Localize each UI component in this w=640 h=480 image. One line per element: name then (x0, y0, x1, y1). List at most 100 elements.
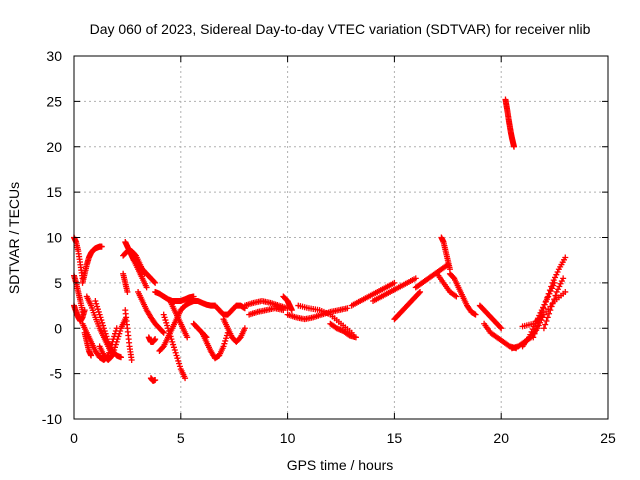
data-point (562, 288, 569, 295)
data-point (100, 325, 107, 332)
data-point (164, 325, 171, 332)
x-tick-labels: 0 5 10 15 20 25 (70, 430, 616, 446)
y-tick-label: -5 (50, 366, 63, 382)
data-point (534, 323, 541, 330)
data-point (171, 347, 178, 354)
data-point (108, 353, 115, 360)
data-point (100, 322, 107, 329)
data-marks (71, 96, 569, 384)
data-point (527, 331, 534, 338)
data-point (161, 314, 168, 321)
series-track-10b (284, 305, 351, 323)
data-point (288, 307, 295, 314)
data-point (511, 143, 518, 150)
series-track-14a (370, 275, 419, 305)
data-point (391, 279, 398, 286)
data-point (497, 324, 504, 331)
data-point (176, 363, 183, 370)
data-point (88, 352, 95, 359)
data-point (164, 322, 171, 329)
data-point (93, 300, 100, 307)
series-track-22c (519, 288, 569, 330)
series-track-3b (145, 334, 159, 345)
data-point (151, 278, 158, 285)
data-point (165, 327, 172, 334)
data-point (554, 268, 561, 275)
x-axis-title: GPS time / hours (287, 457, 394, 473)
data-point (112, 344, 119, 351)
data-point (540, 325, 547, 332)
series-track-13a (348, 279, 398, 309)
data-point (160, 329, 167, 336)
data-point (532, 327, 539, 334)
data-point (110, 349, 117, 356)
data-point (498, 325, 505, 332)
series-track-22a (530, 254, 569, 341)
data-point (184, 334, 191, 341)
data-point (113, 338, 120, 345)
data-point (546, 287, 553, 294)
grid-lines (74, 56, 608, 419)
data-point (114, 336, 121, 343)
data-point (543, 317, 550, 324)
x-tick-label: 0 (70, 430, 78, 446)
data-point (560, 275, 567, 282)
data-point (544, 294, 551, 301)
data-point (176, 360, 183, 367)
data-point (174, 355, 181, 362)
data-point (162, 317, 169, 324)
series-track-18a (446, 270, 479, 318)
series-track-7a (220, 316, 248, 345)
data-point (172, 349, 179, 356)
data-point (99, 319, 106, 326)
data-point (92, 298, 99, 305)
y-tick-label: -10 (42, 411, 62, 427)
data-point (116, 330, 123, 337)
series-track-20-high (502, 96, 518, 150)
data-point (170, 341, 177, 348)
data-point (417, 288, 424, 295)
data-point (553, 288, 560, 295)
series-track-19a (476, 302, 505, 332)
chart-title: Day 060 of 2023, Sidereal Day-to-day VTE… (90, 21, 591, 37)
series-track-17b (434, 270, 460, 300)
series-track-2f (130, 257, 159, 286)
data-point (117, 354, 124, 361)
y-tick-label: 15 (46, 184, 62, 200)
series-track-neg-1 (81, 329, 95, 359)
data-point (170, 344, 177, 351)
series-track-8b (246, 305, 287, 318)
data-point (280, 307, 287, 314)
data-point (530, 334, 537, 341)
data-point (96, 311, 103, 318)
data-point (102, 330, 109, 337)
series-track-10a (280, 293, 295, 314)
data-point (555, 286, 562, 293)
series-track-6b (211, 302, 248, 318)
series-track-5b (190, 320, 210, 341)
data-point (109, 352, 116, 359)
data-point (562, 254, 569, 261)
data-point (544, 314, 551, 321)
series-track-15a (391, 288, 424, 323)
data-point (552, 274, 559, 281)
data-point (220, 343, 227, 350)
series-track-fall-1 (83, 293, 116, 359)
data-point (152, 376, 159, 383)
data-point (97, 314, 104, 321)
data-point (168, 336, 175, 343)
data-point (529, 326, 536, 333)
data-point (112, 341, 119, 348)
data-point (167, 333, 174, 340)
data-point (94, 306, 101, 313)
data-point (548, 283, 555, 290)
data-point (542, 321, 549, 328)
data-point (531, 330, 538, 337)
data-point (222, 337, 229, 344)
data-point (549, 279, 556, 286)
data-point (472, 311, 479, 318)
series-track-4c (160, 311, 189, 382)
data-point (115, 333, 122, 340)
series-track-8a (241, 298, 291, 312)
